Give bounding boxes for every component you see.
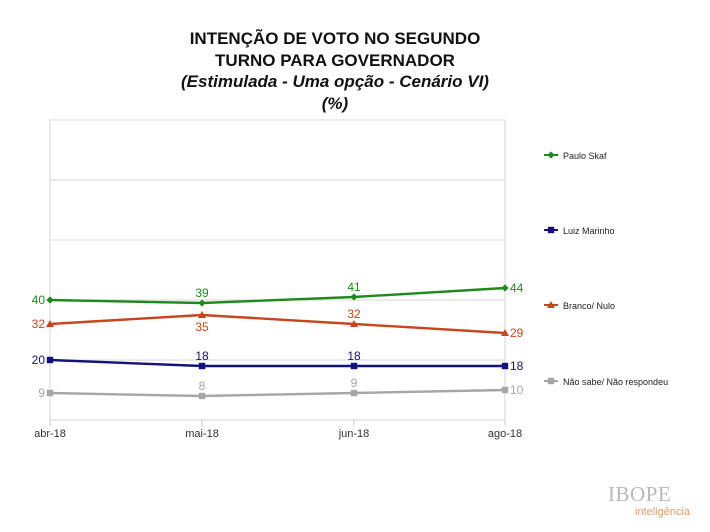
legend-label: Paulo Skaf [563, 151, 607, 161]
data-label: 29 [510, 326, 524, 340]
data-point [350, 362, 358, 370]
data-label: 9 [38, 386, 45, 400]
legend-entry: Não sabe/ Não respondeu [544, 377, 668, 387]
series-line [49, 313, 506, 335]
series-n-o-sabe-n-o-respondeu: 9 8 9 10 [38, 376, 523, 400]
series-line [49, 286, 506, 305]
data-point [46, 356, 54, 364]
data-label: 18 [195, 349, 209, 363]
series-luiz-marinho: 20 18 18 18 [32, 349, 524, 373]
chart-title-line1: INTENÇÃO DE VOTO NO SEGUNDO [189, 29, 481, 48]
data-label: 18 [510, 359, 524, 373]
data-point [350, 293, 358, 301]
data-point [501, 329, 509, 336]
series-line [49, 358, 505, 368]
x-tick-label: abr-18 [34, 428, 66, 440]
data-label: 18 [347, 349, 361, 363]
data-point [350, 389, 358, 397]
data-label: 35 [195, 320, 209, 334]
legend-label: Branco/ Nulo [563, 301, 615, 311]
series-branco-nulo: 32 35 32 29 [32, 307, 524, 340]
data-point [350, 320, 358, 327]
series-line [49, 388, 506, 398]
data-label: 9 [351, 376, 358, 390]
data-point [547, 151, 555, 159]
legend-label: Não sabe/ Não respondeu [563, 377, 668, 387]
data-point [501, 386, 509, 394]
data-label: 41 [347, 280, 361, 294]
data-point [198, 392, 206, 400]
data-label: 39 [195, 286, 209, 300]
legend-entry: Luiz Marinho [544, 226, 615, 236]
chart-subtitle: (Estimulada - Uma opção - Cenário VI) [181, 72, 489, 91]
data-point [501, 284, 509, 292]
x-tick-label: jun-18 [338, 428, 370, 440]
legend-entry: Branco/ Nulo [544, 301, 615, 311]
data-point [46, 320, 54, 327]
data-point [198, 311, 206, 318]
x-tick-label: mai-18 [185, 428, 219, 440]
x-tick-label: ago-18 [488, 428, 522, 440]
chart-title-line2: TURNO PARA GOVERNADOR [215, 51, 455, 70]
data-point [198, 362, 206, 370]
plot-frame [49, 119, 506, 421]
data-label: 20 [32, 353, 46, 367]
data-label: 32 [32, 317, 46, 331]
ibope-logo-sub: inteligência [635, 506, 691, 518]
data-point [547, 301, 555, 308]
data-point [547, 226, 555, 234]
data-label: 10 [510, 383, 524, 397]
chart-unit: (%) [321, 94, 349, 113]
data-point [501, 362, 509, 370]
series-paulo-skaf: 40 39 41 44 [32, 280, 524, 307]
data-label: 8 [199, 379, 206, 393]
data-point [198, 299, 206, 307]
legend-label: Luiz Marinho [563, 226, 615, 236]
legend-entry: Paulo Skaf [544, 151, 607, 161]
data-point [46, 296, 54, 304]
data-label: 32 [347, 307, 361, 321]
data-point [547, 377, 555, 385]
data-point [46, 389, 54, 397]
data-label: 40 [32, 293, 46, 307]
ibope-logo: IBOPE [608, 482, 672, 506]
data-label: 44 [510, 281, 524, 295]
